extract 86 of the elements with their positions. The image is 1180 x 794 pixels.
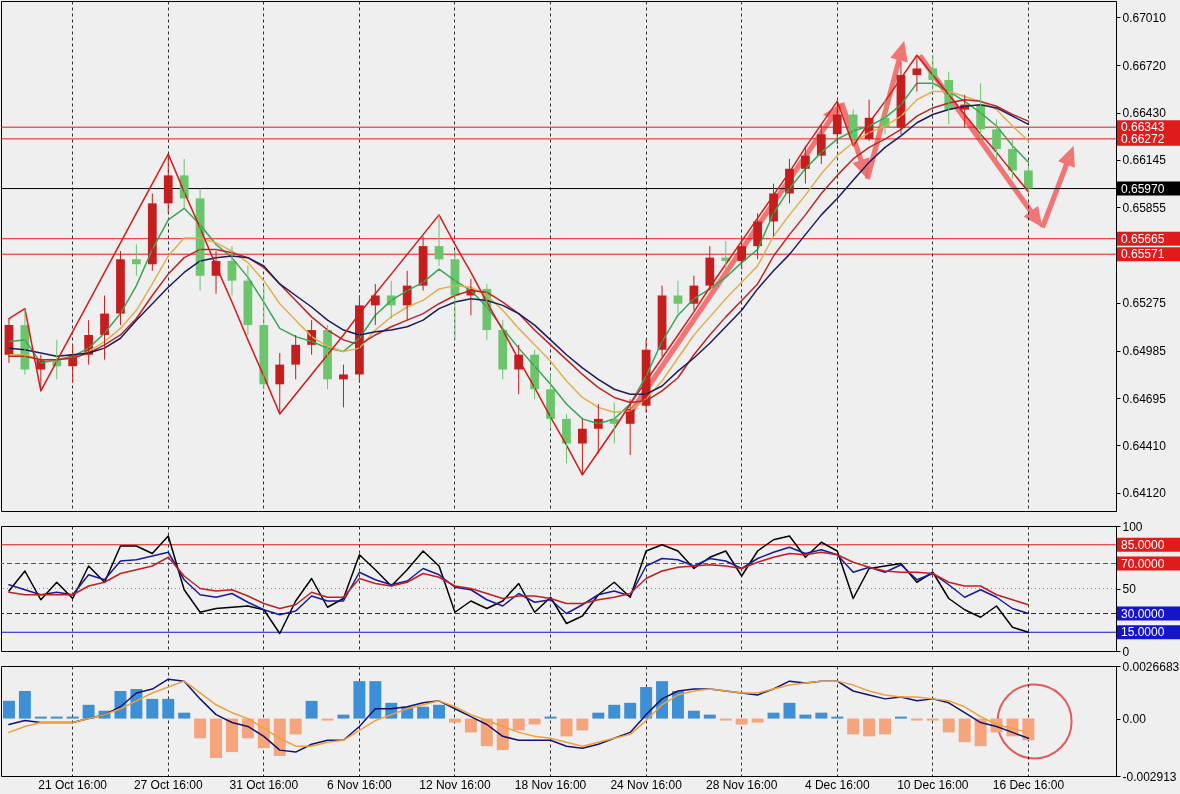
y-tick-label: 0.65855 [1122,200,1167,215]
x-tick-label: 27 Oct 16:00 [133,777,203,792]
bar [353,681,366,719]
y-tick-label: 0.66720 [1122,58,1167,73]
bar [225,718,238,753]
ref-line-label: 0.65970 [1121,181,1165,196]
y-tick-label: 0.65275 [1122,296,1167,311]
bar [273,718,286,757]
ref-line-label: 0.65665 [1121,231,1165,246]
y-tick-label: 100 [1122,519,1143,534]
bar [815,712,828,719]
x-tick-label: 18 Nov 16:00 [514,777,587,792]
ref-line-label: 85.0000 [1121,537,1165,552]
bar [178,712,191,719]
bar [751,718,764,723]
ref-line-label: 0.65571 [1121,247,1165,262]
candlestick [339,364,348,408]
bar [958,718,971,743]
x-tick-label: 6 Nov 16:00 [327,777,393,792]
x-tick-label: 10 Dec 16:00 [897,777,969,792]
bar [863,718,876,737]
bar [369,681,382,719]
x-tick-label: 24 Nov 16:00 [610,777,683,792]
bar [194,718,207,739]
ref-line-label: 30.0000 [1121,606,1165,621]
y-tick-label: 0.66145 [1122,153,1167,168]
line-series [8,551,1030,610]
bar [146,698,159,719]
bar [210,718,223,759]
bar [640,687,653,719]
bar [448,718,461,723]
bar [847,718,860,735]
bar [337,714,350,719]
y-tick-label: 0.0026683 [1122,659,1180,674]
bar [82,704,95,719]
bar [528,718,541,725]
bar [735,718,748,725]
bar [671,691,684,719]
y-tick-label: 0 [1122,644,1130,659]
y-tick-label: 0.64985 [1122,344,1167,359]
bar [2,700,15,719]
candlestick [291,334,301,380]
bar [512,718,525,731]
candlestick [163,153,173,214]
bar [592,712,605,719]
bar [942,718,955,733]
bar [879,718,892,735]
bar [576,718,589,731]
y-tick-label: 0.00 [1122,712,1147,727]
x-tick-label: 31 Oct 16:00 [229,777,299,792]
bar [305,700,318,719]
candlestick [1024,165,1033,193]
y-tick-label: 0.67010 [1122,10,1167,25]
bar [417,706,430,719]
candlestick [132,243,141,277]
line-series [8,546,1030,616]
y-tick-label: 0.64120 [1122,486,1167,501]
ref-line-label: 15.0000 [1121,625,1165,640]
bar [162,698,175,719]
bar [608,704,621,719]
candlestick [116,250,125,326]
bar [974,718,987,747]
x-tick-label: 12 Nov 16:00 [419,777,491,792]
x-tick-label: 21 Oct 16:00 [38,777,108,792]
bar [799,714,812,719]
bar [767,712,780,719]
ref-line-label: 70.0000 [1121,556,1165,571]
bar [687,710,700,719]
bar [560,718,573,737]
y-tick-label: -0.002913 [1122,769,1177,784]
bar [464,718,477,733]
bar [18,691,31,719]
y-tick-label: 50 [1122,582,1137,596]
y-tick-label: 0.64695 [1122,391,1167,406]
y-tick-label: 0.66430 [1122,106,1167,121]
bar [289,718,302,735]
bar [433,704,446,719]
bar [703,714,716,719]
bar [624,702,637,719]
x-tick-label: 4 Dec 16:00 [804,777,870,792]
candlestick [578,418,587,476]
bar [783,702,796,719]
x-tick-label: 28 Nov 16:00 [705,777,778,792]
x-tick-label: 16 Dec 16:00 [992,777,1065,792]
bar [656,681,669,719]
y-tick-label: 0.64410 [1122,438,1167,453]
